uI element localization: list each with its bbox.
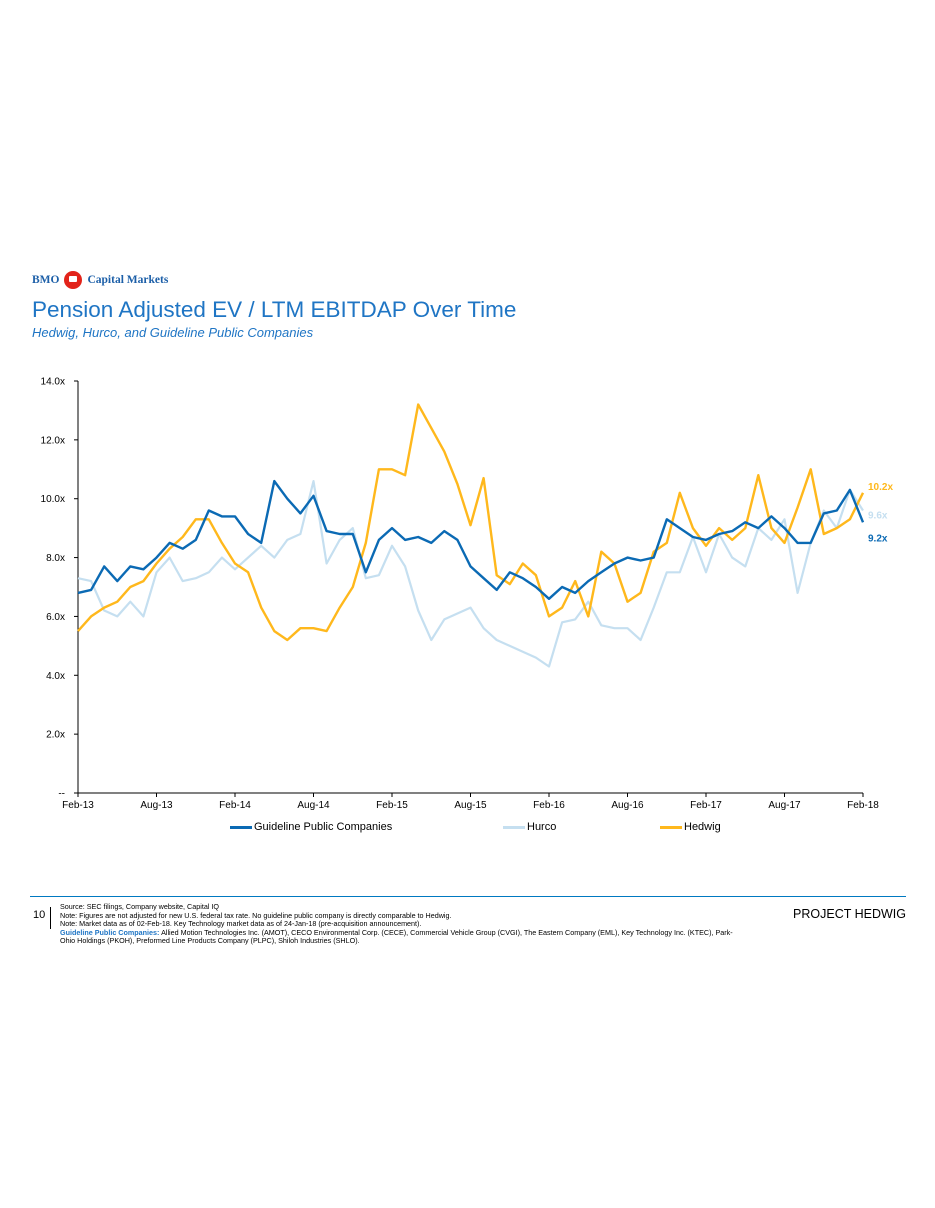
x-tick-label: Feb-13 bbox=[62, 800, 94, 811]
end-label-hedwig: 10.2x bbox=[868, 482, 893, 493]
y-tick-label: 8.0x bbox=[46, 553, 65, 564]
brand-left: BMO bbox=[32, 274, 60, 286]
legend-label: Guideline Public Companies bbox=[254, 821, 393, 833]
x-tick-label: Feb-14 bbox=[219, 800, 251, 811]
legend-item-hurco: Hurco bbox=[503, 821, 556, 833]
footer-divider bbox=[30, 896, 906, 897]
source-note: Source: SEC filings, Company website, Ca… bbox=[60, 902, 219, 911]
footer-vertical-rule bbox=[50, 907, 51, 929]
line-chart: -- 2.0x 4.0x 6.0x 8.0x 10.0x 12.0x 14.0x Feb-13 A… bbox=[41, 377, 894, 812]
y-tick-label: 10.0x bbox=[41, 494, 65, 505]
y-tick-label: 6.0x bbox=[46, 612, 65, 623]
gpc-label: Guideline Public Companies: bbox=[60, 927, 160, 937]
project-name: PROJECT HEDWIG bbox=[793, 907, 906, 921]
series-line-hurco bbox=[77, 480, 864, 668]
legend-swatch bbox=[230, 825, 252, 829]
y-tick-label: -- bbox=[58, 789, 65, 800]
page-subtitle: Hedwig, Hurco, and Guideline Public Comp… bbox=[32, 325, 314, 340]
x-tick-label: Feb-16 bbox=[533, 800, 565, 811]
bmo-logo: BMO Capital Markets bbox=[32, 271, 168, 289]
legend-item-guideline: Guideline Public Companies bbox=[230, 821, 392, 833]
legend-item-hedwig: Hedwig bbox=[660, 821, 721, 833]
series-line-hedwig bbox=[77, 403, 865, 642]
page-title: Pension Adjusted EV / LTM EBITDAP Over T… bbox=[32, 297, 517, 322]
note-tax: Note: Figures are not adjusted for new U… bbox=[60, 910, 452, 920]
end-label-guideline-public-companies: 9.2x bbox=[868, 533, 888, 544]
brand-right: Capital Markets bbox=[87, 274, 169, 286]
legend-swatch bbox=[503, 825, 525, 829]
x-tick-label: Aug-17 bbox=[768, 800, 801, 811]
footnotes: Source: SEC filings, Company website, Ca… bbox=[60, 902, 740, 946]
x-tick-label: Aug-15 bbox=[454, 800, 487, 811]
x-tick-label: Feb-17 bbox=[690, 800, 722, 811]
x-tick-label: Aug-13 bbox=[140, 800, 173, 811]
x-tick-label: Aug-16 bbox=[611, 800, 644, 811]
legend-swatch bbox=[660, 825, 682, 829]
y-tick-label: 4.0x bbox=[46, 671, 65, 682]
end-label-hurco: 9.6x bbox=[868, 510, 888, 521]
note-market-data: Note: Market data as of 02-Feb-18. Key T… bbox=[60, 919, 422, 929]
gpc-text: Allied Motion Technologies Inc. (AMOT), … bbox=[60, 927, 733, 946]
page-number: 10 bbox=[33, 909, 46, 921]
x-tick-label: Aug-14 bbox=[297, 800, 330, 811]
x-tick-label: Feb-15 bbox=[376, 800, 408, 811]
series-line-guideline-public-companies bbox=[77, 479, 865, 600]
bmo-roundel-icon bbox=[64, 271, 83, 289]
note-gpc: Guideline Public Companies: Allied Motio… bbox=[60, 927, 740, 946]
legend-label: Hurco bbox=[527, 821, 557, 833]
y-tick-label: 14.0x bbox=[41, 377, 65, 388]
legend-label: Hedwig bbox=[684, 821, 721, 833]
y-tick-label: 2.0x bbox=[46, 730, 65, 741]
y-tick-label: 12.0x bbox=[41, 435, 65, 446]
x-tick-label: Feb-18 bbox=[847, 800, 879, 811]
